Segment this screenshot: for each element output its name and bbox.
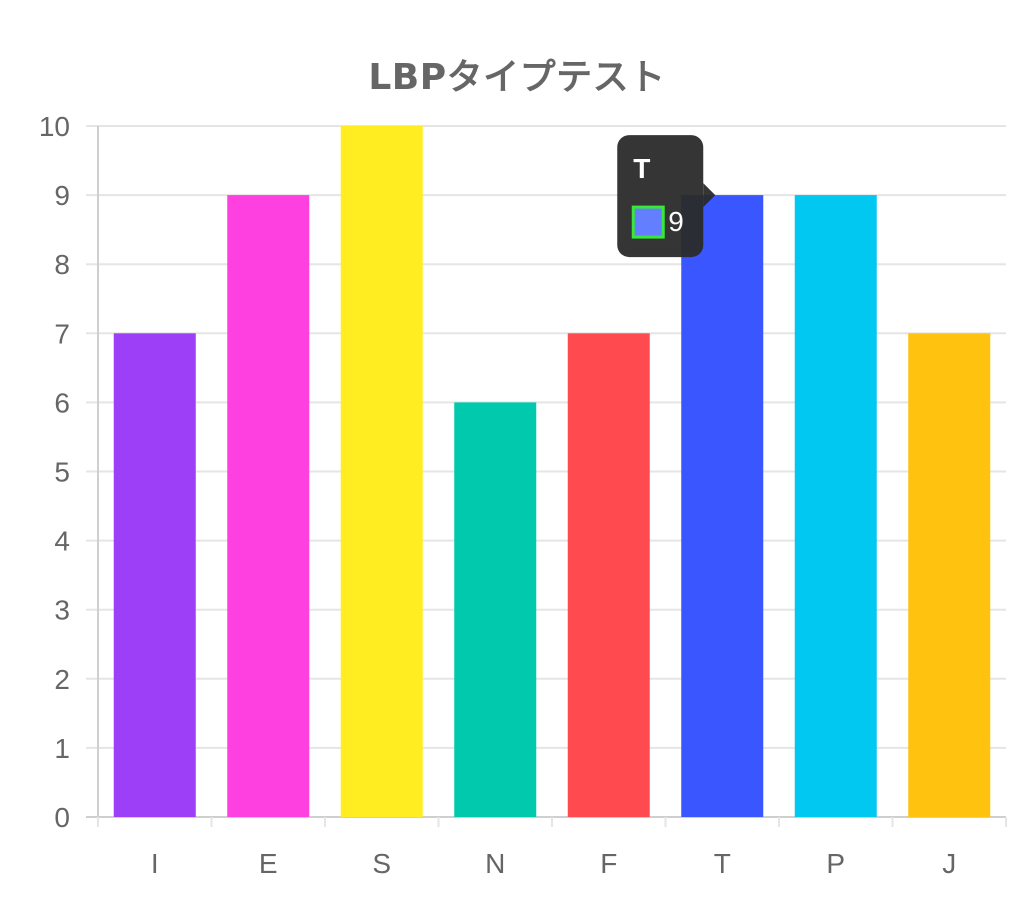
bar-I bbox=[113, 333, 196, 817]
bar-S bbox=[340, 126, 423, 817]
y-tick-label: 9 bbox=[54, 180, 70, 211]
y-tick-label: 5 bbox=[54, 457, 70, 488]
y-tick-label: 10 bbox=[39, 111, 70, 142]
x-tick-label: J bbox=[942, 848, 956, 879]
chart-title: LBPタイプテスト bbox=[368, 57, 666, 98]
y-tick-label: 0 bbox=[54, 802, 70, 833]
bar-T bbox=[681, 195, 764, 818]
y-tick-label: 1 bbox=[54, 733, 70, 764]
bar-N bbox=[454, 402, 537, 817]
bar-J bbox=[908, 333, 991, 817]
x-tick-label: S bbox=[372, 848, 391, 879]
x-tick-label: F bbox=[600, 848, 617, 879]
y-tick-label: 4 bbox=[54, 526, 70, 557]
x-tick-label: I bbox=[151, 848, 159, 879]
bar-F bbox=[567, 333, 650, 817]
tooltip-caret bbox=[703, 183, 716, 208]
x-tick-label: N bbox=[485, 848, 505, 879]
y-tick-label: 3 bbox=[54, 595, 70, 626]
tooltip-box bbox=[617, 135, 704, 258]
x-tick-label: E bbox=[259, 848, 278, 879]
tooltip: T9 bbox=[617, 135, 716, 258]
y-tick-label: 6 bbox=[54, 387, 70, 418]
tooltip-value: 9 bbox=[668, 206, 684, 237]
bar-E bbox=[227, 195, 310, 818]
y-tick-label: 8 bbox=[54, 249, 70, 280]
tooltip-swatch bbox=[631, 205, 665, 239]
y-tick-label: 2 bbox=[54, 664, 70, 695]
y-tick-label: 7 bbox=[54, 318, 70, 349]
x-tick-label: T bbox=[714, 848, 731, 879]
bar-P bbox=[794, 195, 877, 818]
tooltip-title: T bbox=[633, 153, 650, 184]
x-tick-label: P bbox=[826, 848, 845, 879]
